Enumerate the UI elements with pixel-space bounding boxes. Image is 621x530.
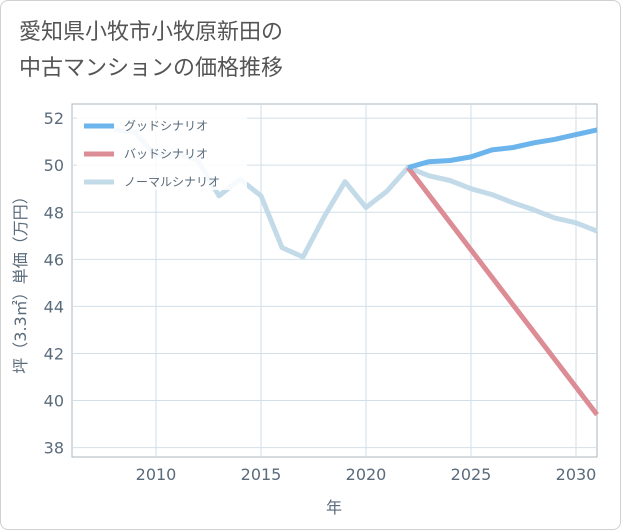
x-tick-label: 2030 xyxy=(556,465,597,484)
legend-box xyxy=(77,110,247,190)
legend-label: バッドシナリオ xyxy=(124,147,208,161)
y-tick-label: 42 xyxy=(44,344,64,363)
tick-labels: 38 40 42 44 46 48 50 52 2010 2015 2020 2025 2030 xyxy=(44,109,597,484)
y-tick-label: 46 xyxy=(44,250,64,269)
chart-title-line-2: 中古マンションの価格推移 xyxy=(19,56,284,81)
x-tick-label: 2020 xyxy=(346,465,387,484)
y-tick-label: 38 xyxy=(44,439,64,458)
x-tick-label: 2015 xyxy=(241,465,282,484)
y-tick-label: 50 xyxy=(44,156,64,175)
chart-title-line-1: 愛知県小牧市小牧原新田の xyxy=(19,20,284,45)
x-tick-label: 2025 xyxy=(451,465,492,484)
y-tick-label: 44 xyxy=(44,297,64,316)
y-axis-label: 坪（3.3㎡）単価（万円） xyxy=(11,188,30,373)
y-tick-label: 48 xyxy=(44,203,64,222)
series-line-1 xyxy=(407,127,598,170)
y-tick-label: 40 xyxy=(44,392,64,411)
y-tick-label: 52 xyxy=(44,109,64,128)
series-line-2 xyxy=(406,165,599,417)
legend-label: グッドシナリオ xyxy=(124,119,208,133)
legend-label: ノーマルシナリオ xyxy=(124,175,220,189)
x-axis-label: 年 xyxy=(326,498,342,517)
x-tick-label: 2010 xyxy=(136,465,177,484)
chart-title: 愛知県小牧市小牧原新田の 中古マンションの価格推移 xyxy=(19,15,283,87)
